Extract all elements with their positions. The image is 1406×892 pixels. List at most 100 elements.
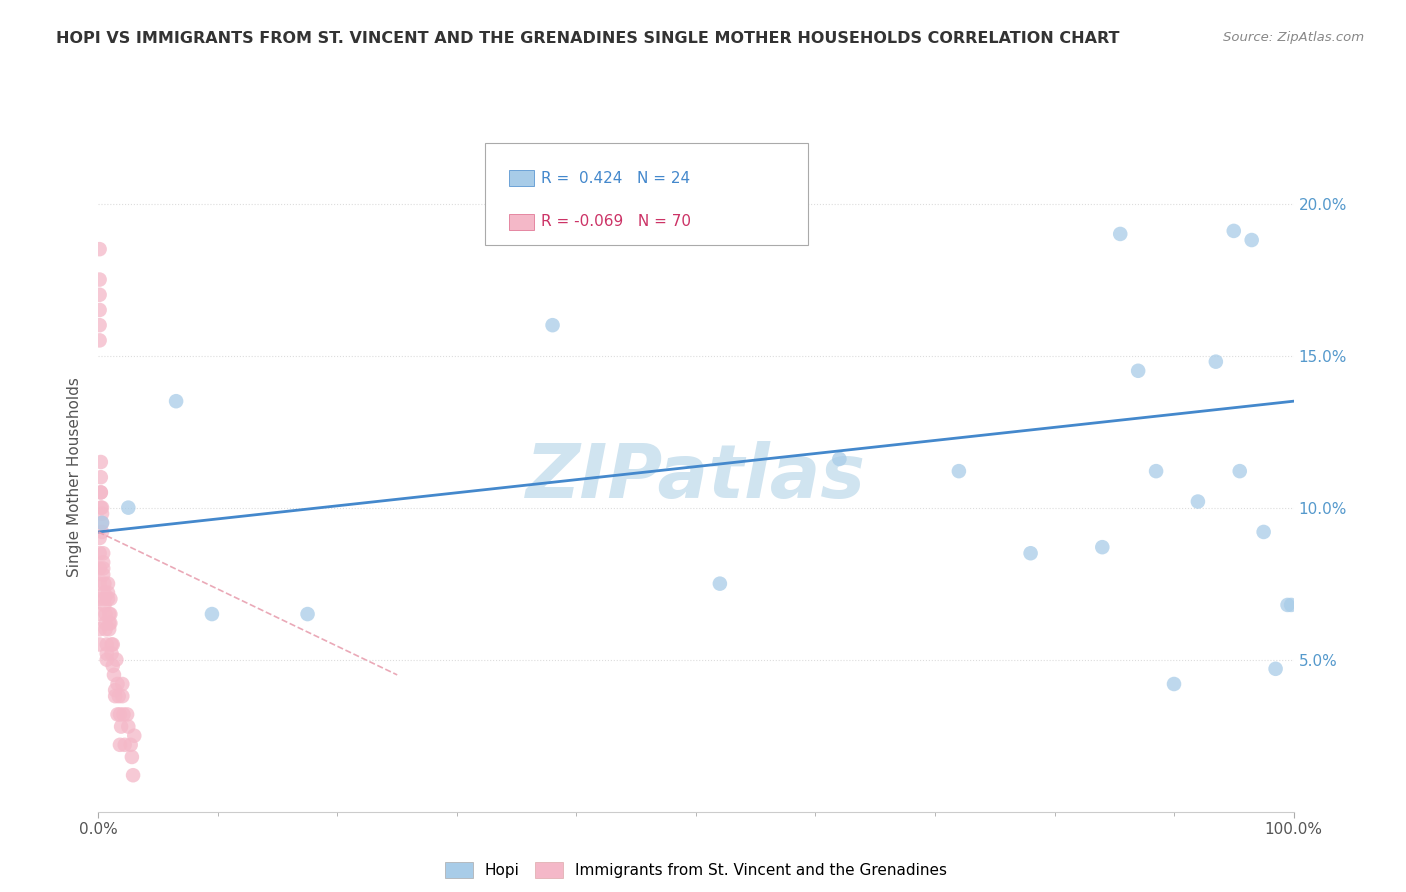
Point	[115, 707, 138, 722]
Point	[91, 516, 114, 530]
Point	[89, 334, 111, 348]
Point	[93, 576, 115, 591]
Point	[101, 658, 124, 673]
Point	[1091, 540, 1114, 554]
Point	[98, 607, 121, 621]
Point	[709, 576, 731, 591]
Point	[89, 546, 111, 560]
Point	[541, 318, 564, 333]
Point	[107, 707, 129, 722]
Point	[90, 500, 112, 515]
Text: HOPI VS IMMIGRANTS FROM ST. VINCENT AND THE GRENADINES SINGLE MOTHER HOUSEHOLDS : HOPI VS IMMIGRANTS FROM ST. VINCENT AND …	[56, 31, 1119, 46]
Point	[93, 586, 115, 600]
Point	[117, 720, 139, 734]
Point	[90, 470, 112, 484]
Point	[1222, 224, 1246, 238]
Point	[101, 637, 124, 651]
Point	[1205, 354, 1227, 368]
Point	[89, 287, 111, 301]
Text: Source: ZipAtlas.com: Source: ZipAtlas.com	[1223, 31, 1364, 45]
Point	[1019, 546, 1042, 560]
Point	[108, 738, 131, 752]
Point	[90, 455, 112, 469]
Point	[91, 546, 114, 560]
Point	[91, 524, 114, 539]
Point	[105, 653, 128, 667]
Point	[89, 637, 111, 651]
Point	[89, 531, 111, 545]
Point	[100, 647, 122, 661]
Point	[107, 677, 129, 691]
Point	[91, 516, 114, 530]
Point	[1187, 494, 1209, 508]
Point	[93, 598, 115, 612]
Point	[948, 464, 970, 478]
Point	[96, 647, 118, 661]
Point	[1144, 464, 1167, 478]
Point	[89, 591, 111, 606]
Point	[1109, 227, 1132, 241]
Legend: Hopi, Immigrants from St. Vincent and the Grenadines: Hopi, Immigrants from St. Vincent and th…	[439, 856, 953, 884]
Point	[98, 616, 122, 631]
Point	[201, 607, 224, 621]
Point	[120, 738, 142, 752]
Point	[117, 500, 139, 515]
Point	[97, 576, 120, 591]
Point	[103, 668, 125, 682]
Point	[104, 689, 127, 703]
Point	[1240, 233, 1263, 247]
Point	[94, 616, 117, 631]
Point	[104, 683, 127, 698]
Point	[91, 567, 114, 582]
Point	[98, 607, 122, 621]
Point	[1279, 598, 1302, 612]
Point	[111, 677, 134, 691]
Point	[110, 720, 132, 734]
Point	[114, 738, 136, 752]
Point	[1253, 524, 1275, 539]
Text: R =  0.424   N = 24: R = 0.424 N = 24	[541, 171, 690, 186]
Point	[1163, 677, 1185, 691]
Point	[97, 586, 120, 600]
Point	[89, 272, 111, 286]
Point	[96, 637, 118, 651]
Point	[98, 591, 122, 606]
Point	[98, 616, 121, 631]
Text: R = -0.069   N = 70: R = -0.069 N = 70	[541, 214, 692, 228]
Point	[89, 622, 111, 636]
Point	[100, 637, 122, 651]
Point	[1277, 598, 1299, 612]
Text: ZIPatlas: ZIPatlas	[526, 441, 866, 514]
Y-axis label: Single Mother Households: Single Mother Households	[67, 377, 83, 577]
Point	[121, 750, 143, 764]
Point	[107, 689, 129, 703]
Point	[89, 607, 111, 621]
Point	[90, 485, 112, 500]
Point	[89, 576, 111, 591]
Point	[98, 622, 121, 636]
Point	[89, 242, 111, 256]
Point	[89, 561, 111, 575]
Point	[89, 302, 111, 317]
Point	[124, 729, 146, 743]
Point	[112, 707, 135, 722]
Point	[122, 768, 145, 782]
Point	[111, 689, 134, 703]
Point	[1128, 364, 1150, 378]
Point	[93, 591, 115, 606]
Point	[91, 500, 114, 515]
Point	[89, 318, 111, 333]
Point	[1229, 464, 1251, 478]
Point	[90, 485, 112, 500]
Point	[108, 707, 131, 722]
Point	[91, 561, 114, 575]
Point	[91, 507, 114, 521]
Point	[91, 555, 114, 569]
Point	[94, 607, 117, 621]
Point	[97, 591, 120, 606]
Point	[1264, 662, 1286, 676]
Point	[165, 394, 187, 409]
Point	[297, 607, 319, 621]
Point	[828, 452, 851, 467]
Point	[94, 622, 117, 636]
